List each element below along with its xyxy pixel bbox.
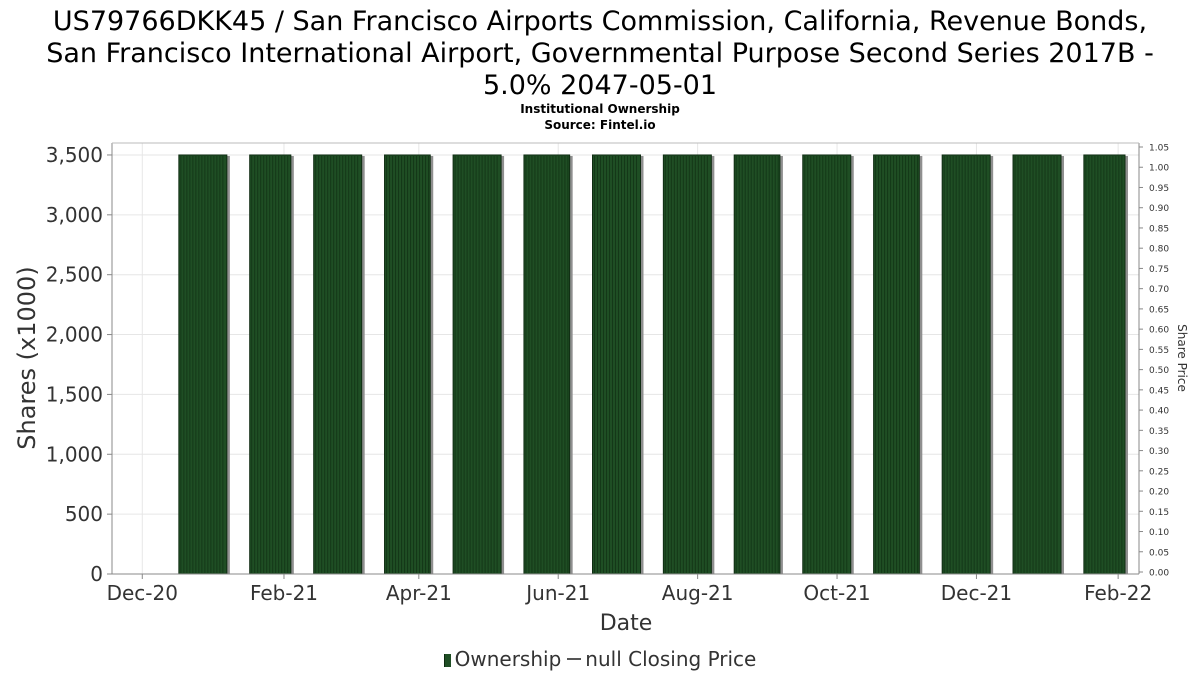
y-tick-label: 0 xyxy=(90,562,103,586)
x-axis-label: Date xyxy=(600,611,653,636)
y2-tick-label: 0.35 xyxy=(1149,427,1169,437)
chart-legend: Ownership null Closing Price xyxy=(0,647,1200,671)
y2-tick-label: 0.05 xyxy=(1149,548,1169,558)
y2-tick-label: 0.40 xyxy=(1149,407,1169,417)
x-tick-label: Jun-21 xyxy=(524,581,590,605)
y2-tick-label: 0.60 xyxy=(1149,326,1169,336)
x-tick-label: Feb-22 xyxy=(1084,581,1152,605)
legend-ownership-label: Ownership xyxy=(454,647,562,671)
y2-tick-label: 0.25 xyxy=(1149,467,1169,477)
ownership-bar xyxy=(1083,154,1126,575)
y2-tick-label: 0.55 xyxy=(1149,346,1169,356)
y2-tick-label: 0.80 xyxy=(1149,245,1169,255)
chart-title-line-2: San Francisco International Airport, Gov… xyxy=(46,38,1154,69)
y-tick-label: 2,000 xyxy=(46,323,103,347)
legend-closing-price-label: null Closing Price xyxy=(585,647,757,671)
ownership-legend-swatch xyxy=(443,654,451,667)
y-tick-label: 3,500 xyxy=(46,143,103,167)
y-tick-label: 1,500 xyxy=(46,382,103,406)
chart-title-line-3: 5.0% 2047-05-01 xyxy=(482,70,718,101)
y2-tick-label: 0.00 xyxy=(1149,569,1169,579)
y2-tick-label: 0.75 xyxy=(1149,265,1169,275)
x-tick-label: Aug-21 xyxy=(662,581,734,605)
chart-subtitle: Institutional Ownership Source: Fintel.i… xyxy=(0,101,1200,133)
y2-tick-label: 0.95 xyxy=(1149,184,1169,194)
ownership-bar xyxy=(249,154,292,575)
y2-tick-label: 0.50 xyxy=(1149,366,1169,376)
y-axis-label: Shares (x1000) xyxy=(13,266,41,449)
x-tick-label: Feb-21 xyxy=(250,581,318,605)
closing-price-legend-line xyxy=(567,658,582,660)
y2-tick-label: 0.10 xyxy=(1149,528,1169,538)
x-tick-label: Dec-21 xyxy=(941,581,1012,605)
subtitle-source: Source: Fintel.io xyxy=(544,118,656,132)
subtitle-line-1: Institutional Ownership xyxy=(520,102,680,116)
chart-title-line-1: US79766DKK45 / San Francisco Airports Co… xyxy=(52,6,1148,37)
y-tick-label: 1,000 xyxy=(46,442,103,466)
y-tick-label: 500 xyxy=(65,502,103,526)
y2-tick-label: 0.20 xyxy=(1149,488,1169,498)
y-tick-label: 2,500 xyxy=(46,263,103,287)
y2-tick-label: 0.45 xyxy=(1149,386,1169,396)
y2-tick-label: 0.85 xyxy=(1149,224,1169,234)
x-tick-label: Dec-20 xyxy=(107,581,178,605)
y2-tick-label: 0.30 xyxy=(1149,447,1169,457)
y2-axis-label: Share Price xyxy=(1175,324,1189,392)
chart-title: US79766DKK45 / San Francisco Airports Co… xyxy=(0,6,1200,102)
y2-tick-label: 0.90 xyxy=(1149,204,1169,214)
y2-tick-label: 1.00 xyxy=(1149,164,1169,174)
y2-tick-label: 1.05 xyxy=(1149,144,1169,154)
y2-tick-label: 0.70 xyxy=(1149,285,1169,295)
x-tick-label: Oct-21 xyxy=(803,581,870,605)
y2-tick-label: 0.65 xyxy=(1149,305,1169,315)
y2-tick-label: 0.15 xyxy=(1149,508,1169,518)
x-tick-label: Apr-21 xyxy=(386,581,452,605)
y-tick-label: 3,000 xyxy=(46,203,103,227)
